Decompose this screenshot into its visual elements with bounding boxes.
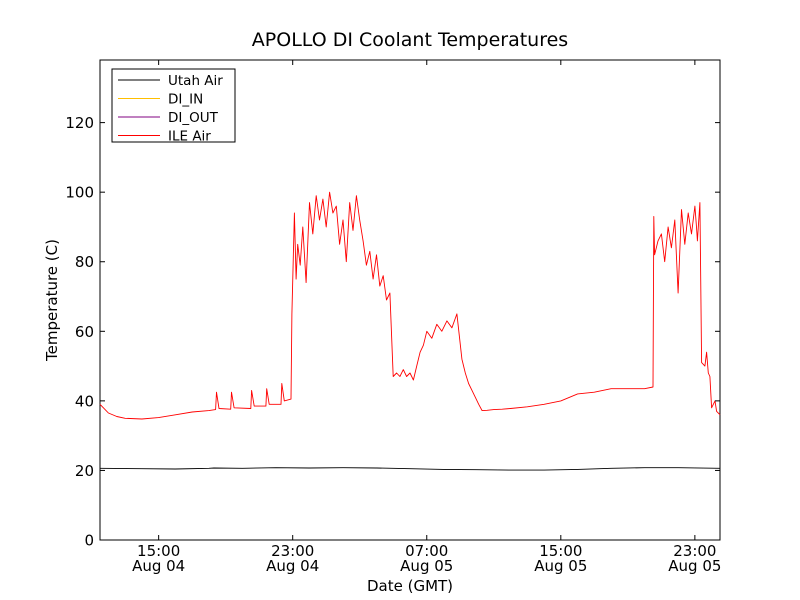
legend-label: DI_IN xyxy=(168,92,203,108)
x-tick-label-date: Aug 05 xyxy=(400,557,453,575)
x-tick-label-date: Aug 04 xyxy=(132,557,185,575)
series-line-ile-air xyxy=(99,191,721,420)
x-tick-label-time: 07:00 xyxy=(405,542,448,560)
legend-label: ILE Air xyxy=(168,129,211,145)
chart-title: APOLLO DI Coolant Temperatures xyxy=(252,29,568,51)
x-tick-label-time: 23:00 xyxy=(271,542,314,560)
x-tick-label-time: 23:00 xyxy=(673,542,716,560)
y-tick-label: 120 xyxy=(65,114,94,132)
y-tick-label: 60 xyxy=(75,323,94,341)
x-axis-label: Date (GMT) xyxy=(367,577,453,595)
legend: Utah Air DI_IN DI_OUT ILE Air xyxy=(111,68,236,145)
x-tick-label-date: Aug 04 xyxy=(266,557,319,575)
series-line-utah-air xyxy=(99,467,721,471)
x-tick-label-date: Aug 05 xyxy=(534,557,587,575)
series-layer xyxy=(99,191,721,471)
y-tick-label: 80 xyxy=(75,253,94,271)
y-axis-ticks: 0 20 40 60 80 100 120 xyxy=(65,114,720,550)
y-tick-label: 40 xyxy=(75,392,94,410)
x-tick-label-time: 15:00 xyxy=(539,542,582,560)
y-tick-label: 20 xyxy=(75,462,94,480)
x-tick-label-time: 15:00 xyxy=(137,542,180,560)
legend-label: DI_OUT xyxy=(168,110,219,126)
y-axis-label: Temperature (C) xyxy=(43,239,61,362)
legend-label: Utah Air xyxy=(168,73,223,89)
y-tick-label: 100 xyxy=(65,184,94,202)
x-tick-label-date: Aug 05 xyxy=(668,557,721,575)
legend-frame xyxy=(111,68,236,143)
legend-entries: Utah Air DI_IN DI_OUT ILE Air xyxy=(118,73,223,145)
y-tick-label: 0 xyxy=(84,532,94,550)
